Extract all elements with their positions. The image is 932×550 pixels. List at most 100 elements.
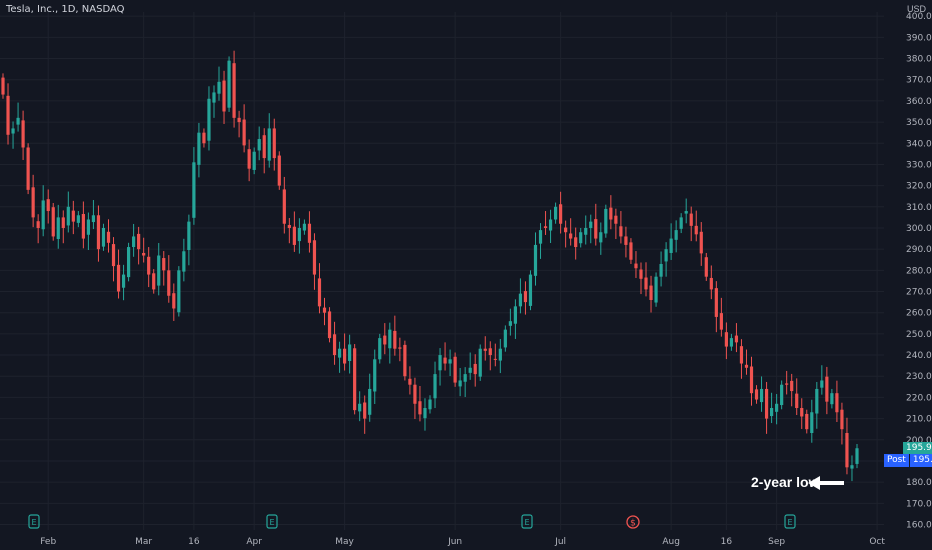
candle-body [644,277,648,290]
last-price-label: 195.97 [903,442,932,455]
candle-body [41,200,45,230]
price-tick-label: 200.00 [906,436,932,446]
candle-body [664,249,668,262]
candle-body [468,367,472,373]
price-tick-label: 370.00 [906,76,932,86]
candle-body [413,384,417,404]
earnings-glyph: E [787,518,792,527]
post-market-label: Post 195.39 [884,454,932,467]
earnings-marker-icon: E [28,514,40,529]
candle-body [800,408,804,417]
candle-body [589,221,593,228]
time-tick-label: Apr [246,537,262,547]
candle-body [408,378,412,385]
candle-body [106,231,111,243]
candle-body [785,383,789,385]
candle-body [358,403,362,412]
price-tick-label: 210.00 [906,415,932,425]
candle-body [503,329,507,348]
candle-body [624,236,628,245]
candle-body [116,264,121,292]
candle-body [840,409,844,430]
event-markers: E E E $ E [28,514,796,529]
candle-body [332,334,337,356]
candle-body [292,226,296,245]
candle-body [307,223,312,243]
candle-body [212,92,216,103]
candle-body [805,413,809,430]
candle-body [699,231,703,254]
candle-body [548,219,553,231]
candle-body [815,388,819,414]
candle-body [111,244,116,267]
candle-body [523,291,528,303]
candle-body [71,210,75,222]
candle-body [31,187,35,218]
candle-body [599,232,603,243]
candle-body [423,408,427,419]
candle-body [21,120,25,148]
candle-body [694,225,698,235]
candle-body [167,270,171,296]
price-tick-label: 300.00 [906,224,932,234]
candle-body [559,204,563,224]
candle-body [197,132,201,165]
time-tick-label: Sep [768,537,785,547]
candle-body [518,293,523,307]
candle-body [734,335,739,343]
candle-body [428,399,432,410]
price-tick-label: 260.00 [906,309,932,319]
candle-body [327,311,332,339]
candle-body [51,207,55,237]
candle-body [790,380,794,392]
candle-body [6,95,10,135]
price-tick-label: 240.00 [906,351,932,361]
candle-body [845,433,849,468]
candle-body [297,227,301,242]
candle-body [363,402,367,419]
candle-body [709,277,713,290]
candle-body [659,263,663,277]
earnings-marker-icon: E [266,514,278,529]
candle-body [403,344,407,377]
candle-body [287,225,291,228]
earnings-box [266,514,278,529]
candle-body [830,393,834,405]
candle-body [142,252,146,256]
candle-body [227,60,231,108]
price-tick-label: 180.00 [906,478,932,488]
post-price: 195.39 [908,454,932,467]
candle-body [152,273,156,290]
price-tick-label: 380.00 [906,55,932,65]
candle-body [433,374,437,399]
candle-body [353,348,357,411]
candle-body [91,215,96,223]
candle-body [498,348,502,361]
candle-body [704,257,708,277]
candle-body [775,403,779,412]
candle-body [267,128,271,161]
candle-body [478,348,482,377]
candle-body [242,119,246,146]
candle-body [810,412,814,434]
price-tick-label: 290.00 [906,245,932,255]
candle-body [157,255,161,286]
candle-body [252,151,256,170]
candle-body [302,223,307,231]
candle-body [639,269,643,279]
candle-body [373,359,377,392]
candle-body [493,358,497,360]
candle-body [654,276,658,303]
candle-body [669,238,673,253]
candle-body [649,285,653,300]
candle-body [714,288,718,317]
candle-body [754,389,759,400]
candle-body [137,233,141,250]
candle-body [835,393,839,413]
candle-body [61,217,65,228]
candle-body [619,226,623,237]
price-axis: 160.00170.00180.00190.00200.00210.00220.… [906,12,932,530]
candle-body [604,208,608,234]
time-tick-label: Aug [662,537,680,547]
